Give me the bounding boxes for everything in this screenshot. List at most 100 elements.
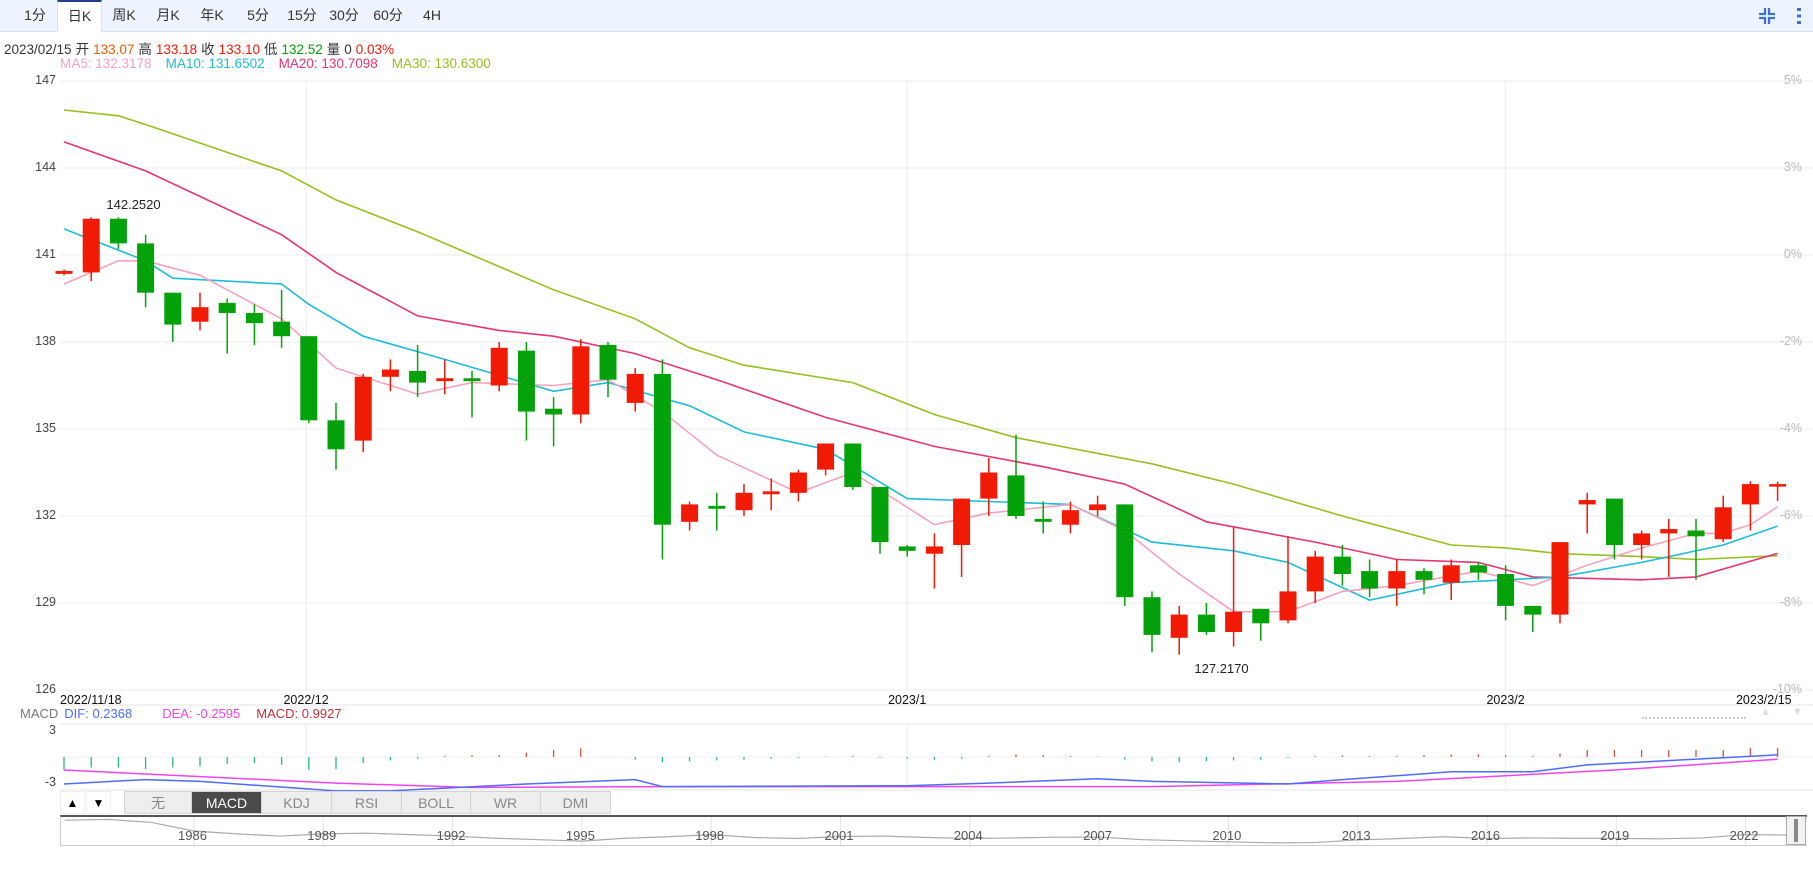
ma-legend: MA5: 132.3178 MA10: 131.6502 MA20: 130.709… <box>60 56 505 71</box>
navigator-range-handle[interactable] <box>1786 816 1806 845</box>
indicator-none[interactable]: 无 <box>124 791 192 814</box>
tab-yearly-k[interactable]: 年K <box>200 7 224 23</box>
tab-1min[interactable]: 1分 <box>24 7 46 23</box>
candle-up <box>817 443 835 470</box>
indicator-macd[interactable]: MACD <box>191 791 262 814</box>
candle-down <box>1524 605 1542 615</box>
time-navigator[interactable] <box>60 815 1807 846</box>
candle-down <box>1415 571 1433 580</box>
candle-down <box>708 505 726 509</box>
tab-60min[interactable]: 60分 <box>373 7 403 23</box>
open-value: 133.07 <box>93 42 135 57</box>
navigator-year-label: 2022 <box>1729 828 1759 843</box>
candle-up <box>1714 507 1732 540</box>
y-axis-label: 126 <box>35 682 56 696</box>
candle-down <box>599 344 617 380</box>
candle-down <box>109 218 127 244</box>
navigator-year-label: 1998 <box>695 828 725 843</box>
x-axis-label: 2023/2 <box>1486 693 1525 707</box>
indicator-dmi[interactable]: DMI <box>540 791 611 814</box>
candle-up <box>191 307 209 322</box>
indicator-rsi[interactable]: RSI <box>331 791 402 814</box>
candle-up <box>953 498 971 545</box>
navigator-year-label: 1995 <box>565 828 595 843</box>
exit-fullscreen-icon[interactable] <box>1756 5 1778 27</box>
tab-30min[interactable]: 30分 <box>329 7 359 23</box>
tab-monthly-k[interactable]: 月K <box>156 7 180 23</box>
candle-down <box>1687 530 1705 537</box>
navigator-year-label: 1989 <box>307 828 337 843</box>
candle-down <box>653 373 671 525</box>
scroll-up-icon[interactable]: ▲ <box>1760 706 1771 718</box>
candle-down <box>1361 571 1379 589</box>
indicator-boll[interactable]: BOLL <box>401 791 471 814</box>
macd-y-label: -3 <box>44 775 56 790</box>
panel-down-button[interactable]: ▼ <box>86 791 111 814</box>
indicator-kdj[interactable]: KDJ <box>261 791 332 814</box>
dea-line <box>63 758 1778 789</box>
percent-axis-label: 0% <box>1783 247 1802 261</box>
dif-legend: DIF: 0.2368 <box>64 706 133 721</box>
y-axis-label: 138 <box>35 334 56 348</box>
ma5-legend: MA5: 132.3178 <box>60 56 152 71</box>
high-label: 高 <box>138 42 152 57</box>
indicator-wr[interactable]: WR <box>470 791 541 814</box>
ma5-line <box>63 259 1779 613</box>
navigator-year-label: 2019 <box>1600 828 1630 843</box>
tab-4h[interactable]: 4H <box>423 7 441 23</box>
navigator-year-label: 2007 <box>1083 828 1113 843</box>
candle-up <box>354 376 372 441</box>
change-percent: 0.03% <box>355 42 395 57</box>
y-axis-label: 132 <box>35 508 56 522</box>
candle-down <box>1007 475 1025 516</box>
tab-5min[interactable]: 5分 <box>247 7 269 23</box>
chart-scroll-track[interactable] <box>1642 717 1746 722</box>
candle-down <box>545 408 563 415</box>
candle-up <box>1660 529 1678 534</box>
candle-down <box>517 350 535 412</box>
tab-15min[interactable]: 15分 <box>287 7 317 23</box>
scroll-down-icon[interactable]: ▼ <box>1792 706 1803 718</box>
percent-axis-label: -4% <box>1779 421 1802 435</box>
candle-down <box>327 420 345 450</box>
dif-line <box>63 754 1778 792</box>
candle-up <box>681 504 699 522</box>
ma10-legend: MA10: 131.6502 <box>165 56 265 71</box>
tab-daily-k[interactable]: 日K <box>57 0 102 32</box>
percent-axis-label: -8% <box>1779 595 1802 609</box>
navigator-year-label: 2004 <box>953 828 983 843</box>
candle-up <box>436 378 454 382</box>
y-axis-label: 144 <box>35 160 56 174</box>
candle-down <box>273 321 291 337</box>
quote-info: 2023/02/15 开 133.07 高 133.18 收 133.10 低 132.52 量 0… <box>4 38 398 58</box>
ma30-line <box>63 109 1778 561</box>
candle-down <box>164 292 182 325</box>
candle-up <box>1306 556 1324 592</box>
low-annotation: 127.2170 <box>1194 660 1249 676</box>
candle-up <box>1551 542 1569 615</box>
quote-date: 2023/02/15 <box>4 42 72 57</box>
candle-down <box>1252 608 1270 624</box>
high-value: 133.18 <box>155 42 198 57</box>
y-axis-label: 135 <box>35 421 56 435</box>
candle-up <box>1769 484 1787 487</box>
candle-down <box>1143 597 1161 635</box>
macd-value-legend: MACD: 0.9927 <box>256 706 342 721</box>
candle-up <box>980 472 998 499</box>
macd-legend: MACD DIF: 0.2368 DEA: -0.2595 MACD: 0.9927 <box>20 706 358 721</box>
candle-down <box>871 487 889 543</box>
panel-up-button[interactable]: ▲ <box>60 791 85 814</box>
high-annotation: 142.2520 <box>106 196 161 212</box>
more-menu-icon[interactable] <box>1792 5 1806 27</box>
ma20-line <box>63 141 1778 581</box>
candle-down <box>245 313 263 324</box>
candle-up <box>1061 510 1079 525</box>
candle-down <box>137 243 155 293</box>
tab-weekly-k[interactable]: 周K <box>112 7 136 23</box>
navigator-year-label: 2010 <box>1212 828 1242 843</box>
candle-up <box>55 270 73 274</box>
x-axis-label: 2022/12 <box>283 693 329 707</box>
volume-label: 量 <box>326 42 341 57</box>
candle-up <box>1089 504 1107 511</box>
